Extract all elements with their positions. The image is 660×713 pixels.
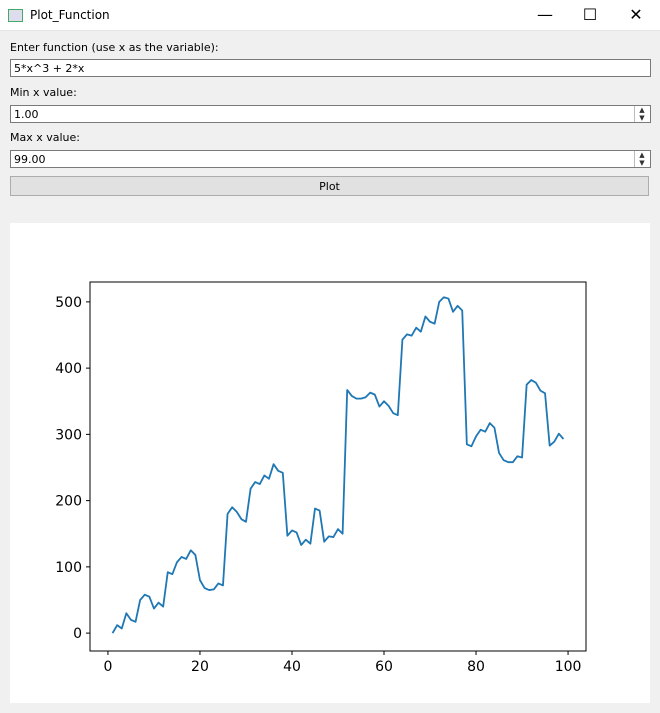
x-tick-label: 60 — [375, 659, 393, 675]
y-tick-label: 500 — [55, 295, 82, 311]
x-tick-label: 20 — [191, 659, 209, 675]
data-line — [111, 296, 565, 634]
plot-button[interactable]: Plot — [10, 176, 649, 196]
app-icon — [8, 9, 23, 22]
max-label: Max x value: — [10, 131, 80, 144]
y-tick-label: 400 — [55, 361, 82, 377]
max-spinner[interactable]: ▲ ▼ — [634, 151, 649, 167]
min-spinner[interactable]: ▲ ▼ — [634, 106, 649, 122]
x-tick-label: 40 — [283, 659, 301, 675]
y-tick-label: 0 — [73, 626, 82, 642]
x-tick-label: 80 — [467, 659, 485, 675]
x-tick-label: 100 — [555, 659, 582, 675]
axes-frame — [89, 281, 587, 652]
title-bar: Plot_Function — ☐ ✕ — [0, 0, 660, 31]
plot-canvas: 0 20 40 60 80 100 0 100 200 300 400 500 — [10, 223, 650, 703]
y-tick-label: 200 — [55, 494, 82, 510]
y-tick-label: 300 — [55, 427, 82, 443]
min-label: Min x value: — [10, 86, 77, 99]
max-input[interactable]: 99.00 — [10, 150, 651, 168]
function-input[interactable]: 5*x^3 + 2*x — [10, 59, 651, 77]
function-label: Enter function (use x as the variable): — [10, 41, 219, 54]
close-button[interactable]: ✕ — [629, 5, 643, 24]
y-tick-label: 100 — [55, 560, 82, 576]
chart: 0 20 40 60 80 100 0 100 200 300 400 500 — [55, 281, 587, 675]
x-tick-label: 0 — [103, 659, 112, 675]
minimize-button[interactable]: — — [537, 5, 553, 24]
min-input[interactable]: 1.00 — [10, 105, 651, 123]
window-title: Plot_Function — [30, 8, 110, 22]
maximize-button[interactable]: ☐ — [582, 5, 598, 24]
